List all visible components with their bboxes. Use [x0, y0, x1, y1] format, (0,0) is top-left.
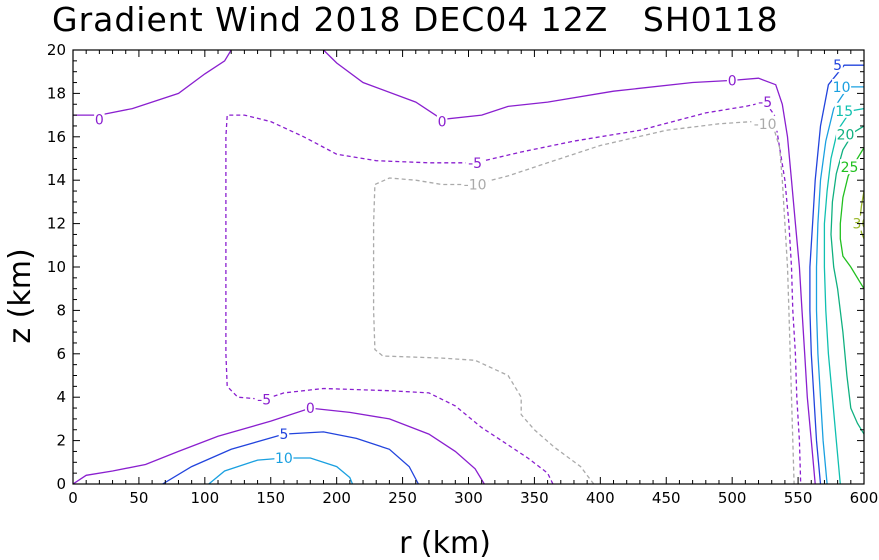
- contour-label: 5: [279, 427, 288, 443]
- contour-label-bg: [465, 154, 485, 170]
- y-tick-label: 8: [56, 301, 66, 319]
- contour-label-bg: [461, 176, 489, 192]
- contour-label: 0: [306, 401, 315, 417]
- contour-line-20: [830, 125, 864, 435]
- contour-label-bg: [274, 449, 294, 465]
- y-tick-label: 0: [56, 475, 66, 493]
- contour-label-bg: [755, 94, 775, 110]
- contour-line-0: [73, 50, 232, 116]
- x-tick-label: 600: [850, 489, 879, 507]
- contour-line-5: [809, 64, 864, 484]
- contour-label: -5: [758, 95, 772, 111]
- y-tick-label: 2: [56, 432, 66, 450]
- y-tick-label: 16: [47, 128, 66, 146]
- x-tick-label: 300: [454, 489, 483, 507]
- x-tick-label: 100: [191, 489, 220, 507]
- contour-label-bg: [278, 426, 290, 442]
- contour-label: 15: [835, 104, 853, 120]
- contour-line-10: [208, 457, 354, 484]
- y-tick-label: 6: [56, 345, 66, 363]
- contour-label-bg: [836, 126, 856, 142]
- contour-label: -10: [754, 117, 777, 133]
- contour-label: 10: [833, 80, 851, 96]
- y-tick-label: 20: [47, 41, 66, 59]
- plot-frame: [72, 49, 865, 485]
- y-tick-label: 12: [47, 215, 66, 233]
- contour-line-5: [162, 431, 419, 484]
- contour-label-bg: [305, 400, 316, 416]
- y-ticks: 0 2 4 6 8 10 12 14 16 18 20: [47, 41, 864, 493]
- contour-label-bg: [436, 113, 448, 129]
- y-tick-label: 4: [56, 388, 66, 406]
- contour-line-neg5: [225, 101, 802, 484]
- contour-label-bg: [751, 115, 779, 131]
- y-tick-label: 14: [47, 171, 66, 189]
- contour-label: 0: [728, 73, 737, 89]
- contour-label: 25: [841, 160, 859, 176]
- contour-label: 0: [95, 112, 104, 128]
- contour-label-bg: [832, 57, 843, 73]
- contour-label: 20: [837, 128, 855, 144]
- contour-label-bg: [94, 111, 105, 127]
- x-tick-label: 0: [68, 489, 78, 507]
- x-tick-label: 150: [256, 489, 285, 507]
- x-axis-label: r (km): [399, 526, 491, 560]
- contour-label: 5: [833, 58, 842, 74]
- x-tick-label: 350: [520, 489, 549, 507]
- y-axis-label: z (km): [3, 248, 38, 343]
- x-tick-label: 400: [586, 489, 615, 507]
- contour-line-0: [323, 50, 816, 484]
- contour-label: 30: [852, 217, 870, 233]
- contour-label: -10: [464, 178, 487, 194]
- chart-title: Gradient Wind 2018 DEC04 12Z SH0118: [52, 0, 779, 39]
- contour-label-bg: [839, 159, 859, 175]
- x-tick-label: 250: [388, 489, 417, 507]
- contour-label: 0: [438, 115, 447, 131]
- contour-line-10: [815, 86, 864, 484]
- plot-area: 0 0 0 0 5 5 10 10 15 20 25 30 -5 -5 -5 -10 -10: [72, 49, 870, 485]
- contour-line-0: [73, 407, 485, 484]
- contour-label-bg: [254, 391, 274, 407]
- y-tick-label: 18: [47, 84, 66, 102]
- contour-label: -5: [257, 392, 271, 408]
- contour-group: 0 0 0 0 5 5 10 10 15 20 25 30 -5 -5 -5 -10 -10: [73, 50, 870, 484]
- contour-label: 10: [275, 451, 293, 467]
- y-tick-label: 10: [47, 258, 66, 276]
- x-tick-label: 200: [322, 489, 351, 507]
- x-ticks: 0 50 100 150 200 250 300 350 400 450 500 550 600: [68, 50, 878, 507]
- contour-line-neg10: [372, 120, 795, 484]
- x-tick-label: 450: [652, 489, 681, 507]
- contour-label-bg: [726, 72, 738, 88]
- x-tick-label: 50: [129, 489, 148, 507]
- contour-label-bg: [832, 78, 852, 94]
- x-tick-label: 500: [718, 489, 747, 507]
- contour-label-bg: [834, 102, 854, 118]
- contour-label: -5: [468, 156, 482, 172]
- x-tick-label: 550: [784, 489, 813, 507]
